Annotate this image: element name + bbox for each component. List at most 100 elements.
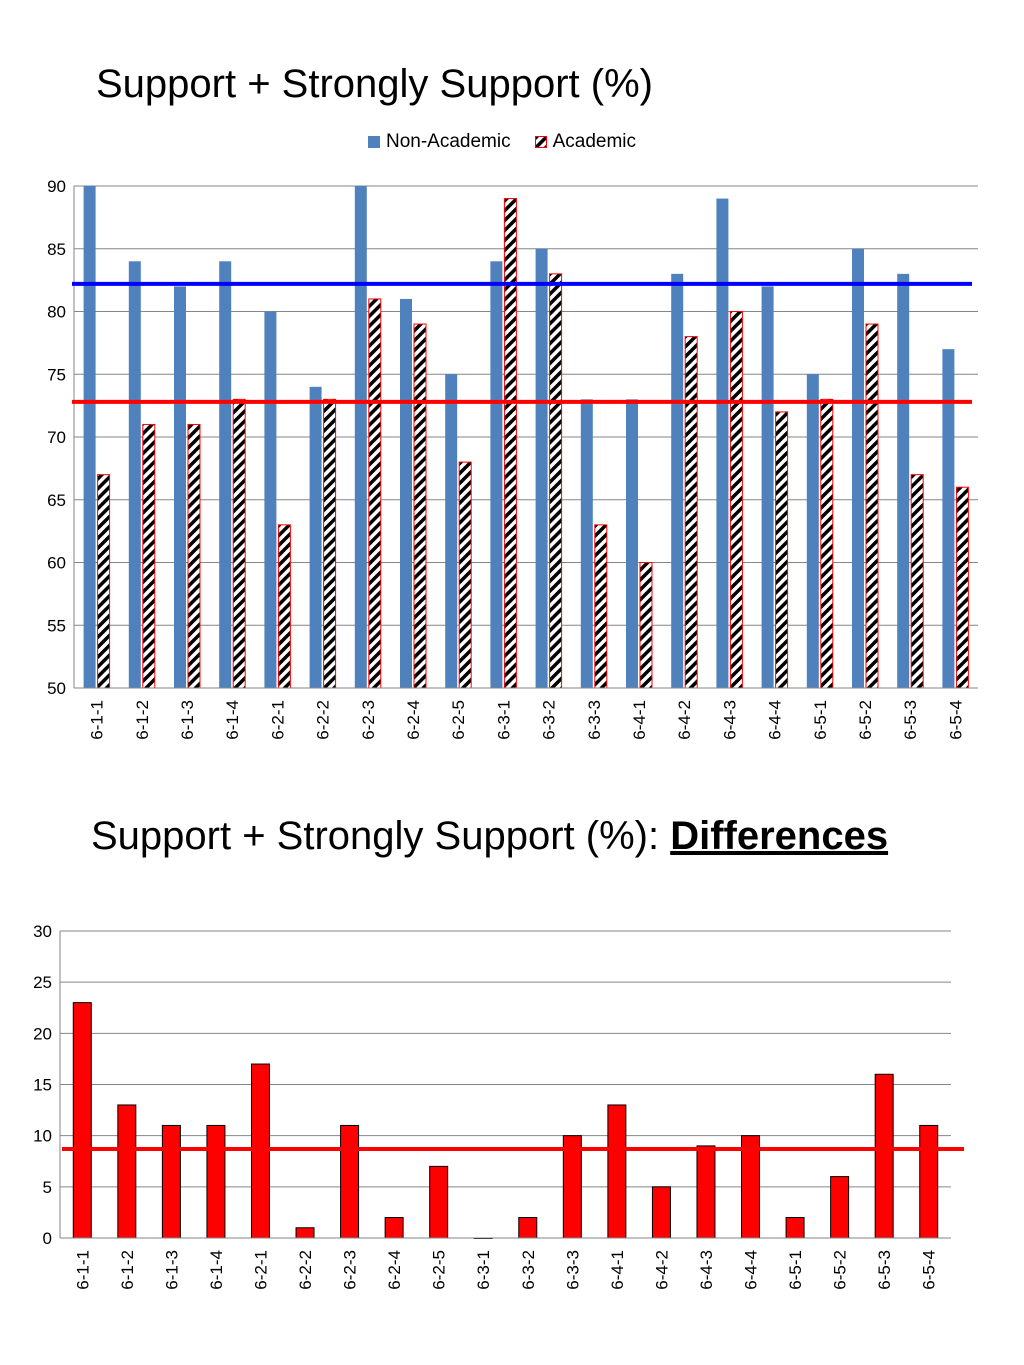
bar-academic [865, 323, 879, 689]
bar-difference [250, 1063, 270, 1239]
bar-difference [607, 1104, 627, 1239]
chart1-x-tick-label: 6-4-2 [675, 700, 694, 740]
bar-difference [295, 1227, 315, 1239]
bar-difference [830, 1176, 850, 1239]
bar-academic [820, 398, 834, 689]
chart2-y-tick-label: 25 [33, 973, 52, 992]
chart2-x-tick-label: 6-2-5 [430, 1250, 449, 1290]
bar-non-academic [174, 286, 186, 688]
chart2-x-tick-label: 6-4-2 [652, 1250, 671, 1290]
bar-non-academic [761, 286, 774, 688]
chart1-y-tick-label: 70 [47, 428, 66, 447]
chart2-y-tick-label: 5 [43, 1178, 52, 1197]
bar-non-academic [942, 349, 955, 688]
legend-item-non-academic: Non-Academic [368, 131, 511, 153]
legend-swatch-non-academic [368, 136, 380, 148]
chart2-x-tick-label: 6-3-3 [563, 1250, 582, 1290]
bar-difference [340, 1124, 360, 1239]
bar-non-academic [354, 186, 367, 688]
chart1-x-tick-label: 6-5-1 [811, 700, 830, 740]
chart1-x-tick-label: 6-1-4 [223, 700, 242, 740]
bar-academic [97, 474, 111, 689]
bar-difference [117, 1104, 137, 1239]
bar-non-academic [671, 273, 684, 688]
bar-academic [368, 298, 382, 689]
bar-academic [549, 273, 563, 689]
chart2-x-tick-label: 6-2-1 [251, 1250, 270, 1290]
bar-academic [323, 398, 337, 689]
chart1-y-tick-label: 75 [47, 365, 66, 384]
legend-label-non-academic: Non-Academic [386, 131, 511, 152]
chart1-x-tick-label: 6-1-2 [133, 700, 152, 740]
chart2-plot: 0 5 10 15 20 25 30 6-1-1 6-1-2 6-1-3 6-1-4 6-2-1 6-2… [33, 922, 964, 1290]
chart2-title-prefix: Support + Strongly Support (%): [91, 814, 671, 858]
chart1-y-tick-label: 85 [47, 240, 66, 259]
bar-non-academic [309, 386, 322, 688]
legend-label-academic: Academic [552, 131, 637, 152]
chart2-x-tick-label: 6-5-2 [831, 1250, 850, 1290]
chart2-x-tick-label: 6-1-4 [207, 1250, 226, 1290]
legend-swatch-academic [534, 136, 547, 148]
bar-non-academic [716, 198, 729, 689]
bar-academic [503, 198, 517, 689]
chart1-x-tick-label: 6-2-2 [314, 700, 333, 740]
bar-academic [458, 461, 472, 689]
chart1-y-tick-label: 65 [47, 491, 66, 510]
bar-non-academic [626, 399, 638, 688]
chart2-x-tick-label: 6-2-4 [385, 1250, 404, 1290]
bar-difference [161, 1124, 181, 1239]
bar-academic [955, 486, 969, 689]
bar-non-academic [445, 374, 458, 688]
bar-non-academic [264, 311, 277, 688]
chart2-x-tick-label: 6-2-3 [341, 1250, 360, 1290]
bar-academic [277, 524, 291, 689]
chart1-title: Support + Strongly Support (%) [96, 62, 653, 106]
bar-non-academic [219, 261, 232, 688]
chart1-x-tick-label: 6-2-1 [268, 700, 287, 740]
bar-non-academic [83, 186, 96, 688]
chart1-y-tick-label: 50 [47, 679, 66, 698]
bar-academic [142, 423, 156, 689]
chart1-y-tick-label: 90 [47, 177, 66, 196]
legend-item-academic: Academic [534, 131, 637, 153]
bar-difference [384, 1217, 404, 1239]
chart2-title-emphasis: Differences [670, 814, 889, 858]
chart1-x-tick-label: 6-3-3 [585, 700, 604, 740]
chart1-x-tick-label: 6-4-4 [766, 700, 785, 740]
chart2-y-tick-label: 0 [43, 1229, 52, 1248]
chart2-y-tick-label: 30 [33, 922, 52, 941]
chart1-x-tick-label: 6-4-3 [720, 700, 739, 740]
chart1-x-tick-label: 6-5-2 [856, 700, 875, 740]
chart2-x-tick-label: 6-4-3 [697, 1250, 716, 1290]
bar-academic [187, 423, 201, 689]
bar-difference [562, 1135, 582, 1239]
chart2-x-tick-label: 6-4-1 [608, 1250, 627, 1290]
chart2-x-tick-label: 6-3-2 [519, 1250, 538, 1290]
chart2-y-tick-label: 20 [33, 1024, 52, 1043]
bar-difference [919, 1124, 939, 1239]
bar-academic [232, 398, 246, 689]
chart1-x-tick-label: 6-4-1 [630, 700, 649, 740]
bar-difference [518, 1217, 538, 1239]
bar-difference [741, 1135, 761, 1239]
chart1-x-tick-label: 6-5-3 [901, 700, 920, 740]
chart1-legend: Non-Academic Academic [368, 131, 660, 153]
bar-difference [72, 1002, 92, 1239]
bar-difference [651, 1186, 671, 1239]
chart1-x-tick-label: 6-1-1 [88, 700, 107, 740]
chart2-x-tick-label: 6-1-1 [73, 1250, 92, 1290]
bar-academic [639, 562, 653, 689]
chart1-y-tick-label: 55 [47, 616, 66, 635]
chart2-y-tick-label: 15 [33, 1076, 52, 1095]
bar-academic [729, 311, 743, 689]
chart1-x-tick-label: 6-5-4 [946, 700, 965, 740]
bar-non-academic [580, 399, 593, 688]
chart1-x-tick-label: 6-2-3 [359, 700, 378, 740]
bar-academic [413, 323, 427, 689]
chart1-y-tick-label: 60 [47, 554, 66, 573]
bar-difference [785, 1217, 805, 1239]
chart2-x-tick-label: 6-4-4 [742, 1250, 761, 1290]
bar-difference [206, 1124, 226, 1239]
bar-academic [910, 474, 924, 689]
